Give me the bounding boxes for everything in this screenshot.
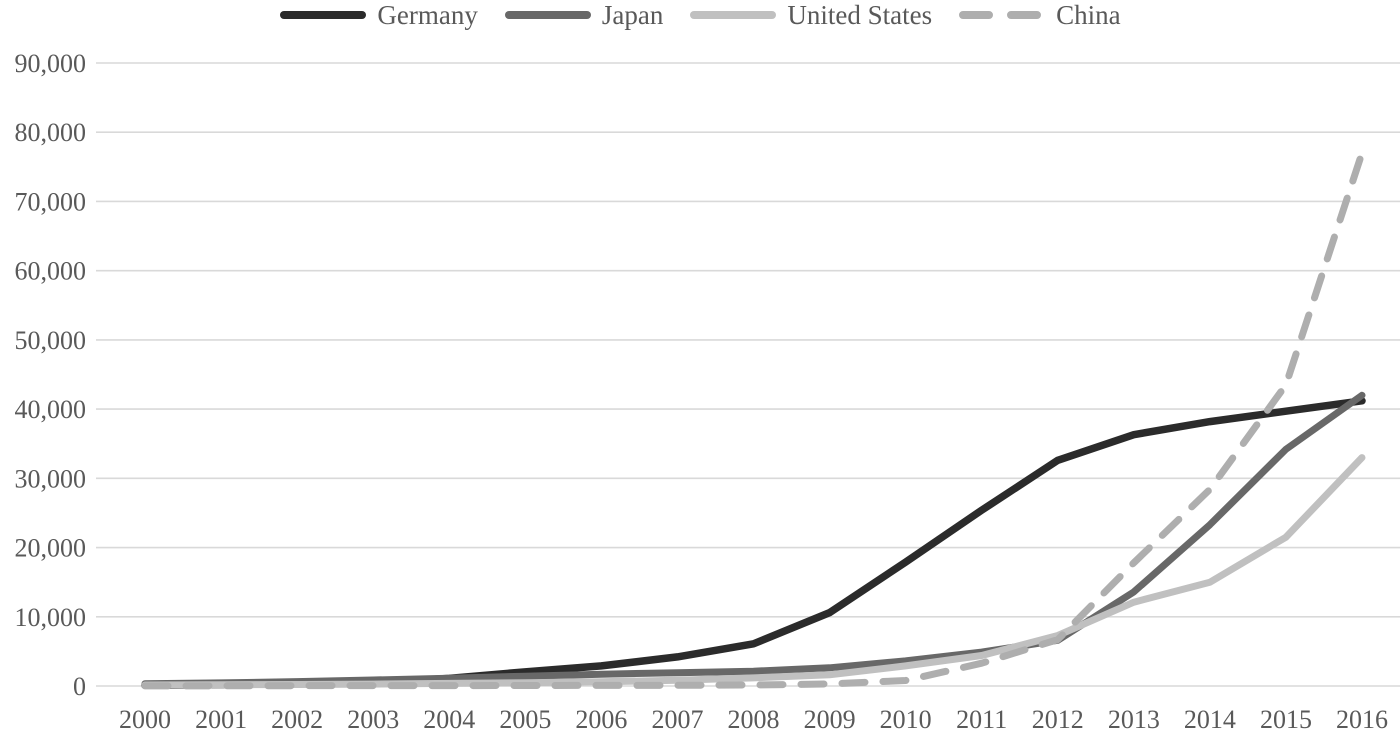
x-tick-label: 2016	[1336, 705, 1388, 734]
legend-label-united-states: United States	[787, 0, 933, 30]
x-tick-label: 2013	[1108, 705, 1160, 734]
legend-swatch-united-states	[690, 11, 777, 19]
y-tick-label: 10,000	[15, 603, 87, 632]
y-tick-label: 0	[73, 672, 86, 701]
y-tick-label: 30,000	[15, 464, 87, 493]
x-tick-label: 2008	[728, 705, 780, 734]
gridlines	[96, 62, 1400, 687]
x-tick-label: 2002	[271, 705, 323, 734]
x-tick-label: 2009	[804, 705, 856, 734]
y-tick-label: 70,000	[15, 187, 87, 216]
y-tick-label: 90,000	[15, 49, 87, 78]
x-tick-label: 2014	[1184, 705, 1236, 734]
x-tick-label: 2003	[347, 705, 399, 734]
legend-item-united-states: United States	[689, 0, 933, 30]
x-tick-label: 2000	[119, 705, 171, 734]
legend-item-japan: Japan	[504, 0, 664, 30]
x-tick-label: 2001	[195, 705, 247, 734]
legend-label-japan: Japan	[601, 0, 664, 30]
legend-swatch-japan	[504, 11, 591, 19]
x-tick-label: 2015	[1260, 705, 1312, 734]
legend-label-germany: Germany	[377, 0, 478, 30]
legend-swatch-germany	[280, 11, 367, 19]
chart-legend: Germany Japan United States China	[0, 0, 1400, 30]
legend-item-china: China	[958, 0, 1121, 30]
x-axis-labels: 2000 2001 2002 2003 2004 2005 2006 2007 2008 2009…	[119, 705, 1388, 734]
china-line	[141, 149, 1366, 690]
y-tick-label: 60,000	[15, 257, 87, 286]
x-tick-label: 2010	[880, 705, 932, 734]
united-states-line	[141, 454, 1366, 689]
x-tick-label: 2005	[499, 705, 551, 734]
x-tick-label: 2007	[651, 705, 703, 734]
x-tick-label: 2012	[1032, 705, 1084, 734]
y-tick-label: 50,000	[15, 326, 87, 355]
germany-line	[141, 397, 1366, 690]
y-tick-label: 20,000	[15, 534, 87, 563]
legend-item-germany: Germany	[279, 0, 478, 30]
japan-line	[141, 391, 1366, 688]
x-tick-label: 2004	[423, 705, 475, 734]
y-axis-labels: 0 10,000 20,000 30,000 40,000 50,000 60,000 70,…	[15, 49, 87, 701]
y-tick-label: 40,000	[15, 395, 87, 424]
legend-swatch-china	[959, 11, 1046, 19]
legend-label-china: China	[1056, 0, 1121, 30]
y-tick-label: 80,000	[15, 118, 87, 147]
x-tick-label: 2011	[956, 705, 1007, 734]
x-tick-label: 2006	[575, 705, 627, 734]
